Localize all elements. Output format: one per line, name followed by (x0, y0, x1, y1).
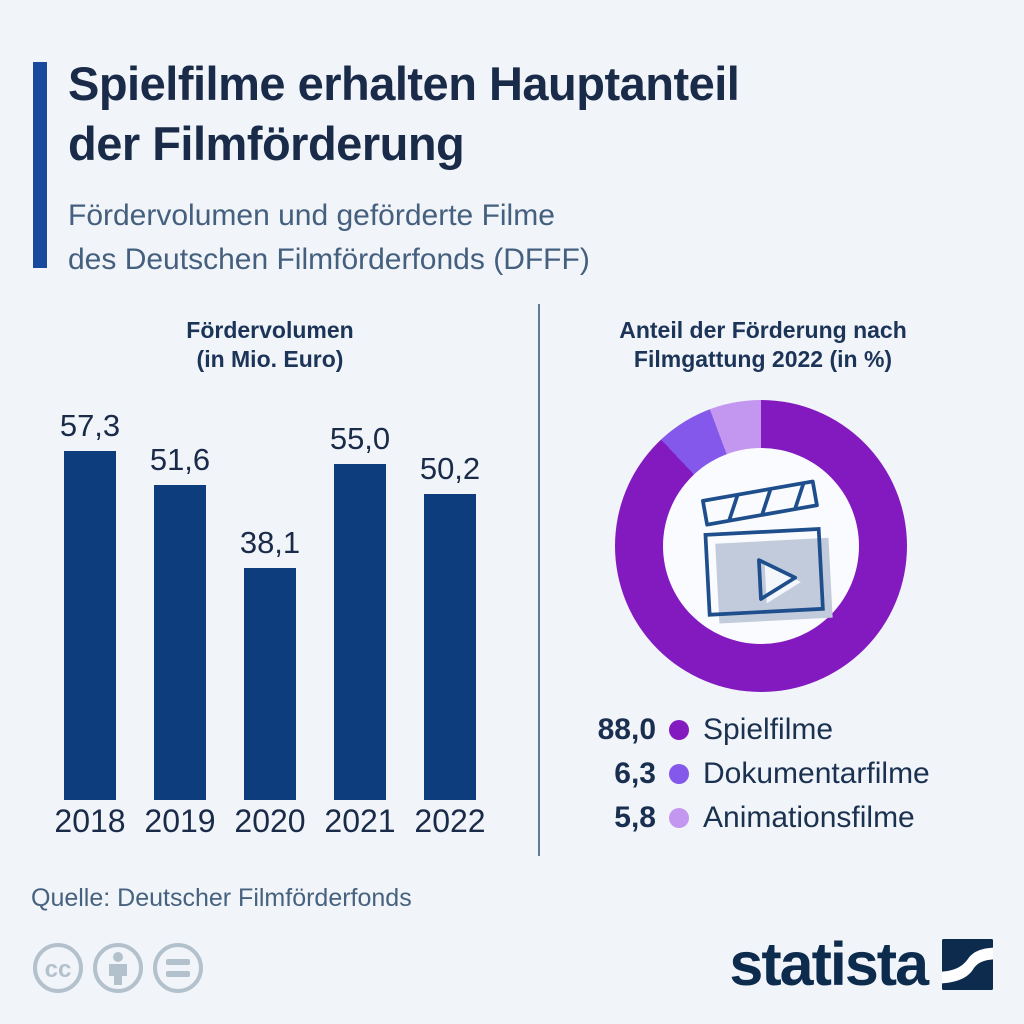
donut-chart-title: Anteil der Förderung nach Filmgattung 20… (562, 316, 964, 374)
page-subtitle-line1: Fördervolumen und geförderte Filme (68, 199, 555, 232)
page-subtitle-line2: des Deutschen Filmförderfonds (DFFF) (68, 243, 590, 276)
bar-column: 38,1 (225, 408, 315, 800)
page-title-line1: Spielfilme erhalten Hauptanteil (68, 57, 740, 110)
clapperboard-stick (701, 479, 819, 527)
donut-hole (663, 448, 859, 644)
donut-ring (615, 400, 907, 692)
x-axis-tick-label: 2019 (144, 803, 216, 839)
bar-value-label: 50,2 (419, 451, 481, 486)
page-title-line2: der Filmförderung (68, 117, 465, 170)
donut-legend: 88,0 Spielfilme 6,3 Dokumentarfilme 5,8 Anima… (556, 708, 930, 840)
donut-chart-title-line2: Filmgattung 2022 (in %) (633, 346, 893, 372)
legend-row: 5,8 Animationsfilme (556, 796, 930, 840)
bar (154, 485, 206, 800)
license-icons: cc (30, 940, 240, 1001)
legend-value: 5,8 (614, 801, 656, 834)
bar-column: 57,3 (45, 408, 135, 800)
bar (64, 451, 116, 800)
legend-value: 88,0 (597, 713, 656, 746)
cc-icon (33, 943, 83, 993)
legend-color-dot (669, 764, 689, 784)
x-axis-tick-label: 2021 (324, 803, 396, 839)
bar-column: 50,2 (405, 408, 495, 800)
bar-chart-title: Fördervolumen (in Mio. Euro) (70, 316, 470, 374)
bar-column: 51,6 (135, 408, 225, 800)
bar (334, 464, 386, 800)
bar-chart-title-line1: Fördervolumen (186, 317, 354, 343)
bar-value-label: 57,3 (59, 408, 121, 443)
page-title: Spielfilme erhalten Hauptanteil der Film… (68, 54, 740, 174)
bar-value-label: 38,1 (239, 525, 301, 560)
equal-sign-icon (153, 943, 203, 993)
cc-icon-letters: cc (45, 956, 72, 983)
source-note: Quelle: Deutscher Filmförderfonds (31, 884, 412, 912)
section-divider (538, 304, 540, 856)
title-accent-bar (33, 62, 47, 268)
legend-row: 6,3 Dokumentarfilme (556, 752, 930, 796)
legend-label: Animationsfilme (703, 801, 915, 834)
bar-chart-plot: 57,3 51,6 38,1 55,0 50,2 (45, 408, 495, 800)
legend-value: 6,3 (614, 757, 656, 790)
film-clapperboard-icon (701, 479, 833, 624)
bar-chart-title-line2: (in Mio. Euro) (196, 346, 344, 372)
bar (244, 568, 296, 800)
clapperboard-body (703, 527, 825, 617)
legend-color-dot (669, 808, 689, 828)
statista-logo: statista (729, 930, 993, 998)
play-triangle-icon (757, 558, 798, 601)
bar-value-label: 51,6 (149, 442, 211, 477)
attribution-person-icon (93, 943, 143, 993)
legend-label: Spielfilme (703, 713, 834, 746)
bar-column: 55,0 (315, 408, 405, 800)
statista-logo-mark (942, 938, 993, 990)
bar-value-label: 55,0 (329, 421, 391, 456)
bar (424, 494, 476, 800)
legend-row: 88,0 Spielfilme (556, 708, 930, 752)
statista-logo-text: statista (729, 930, 929, 998)
x-axis-tick-label: 2018 (54, 803, 126, 839)
bar-chart-x-axis: 2018 2019 2020 2021 2022 (45, 803, 495, 840)
donut-chart-title-line1: Anteil der Förderung nach (619, 317, 907, 343)
legend-label: Dokumentarfilme (703, 757, 930, 790)
legend-color-dot (669, 720, 689, 740)
x-axis-tick-label: 2022 (414, 803, 486, 839)
page-subtitle: Fördervolumen und geförderte Filme des D… (68, 194, 590, 282)
x-axis-tick-label: 2020 (234, 803, 306, 839)
